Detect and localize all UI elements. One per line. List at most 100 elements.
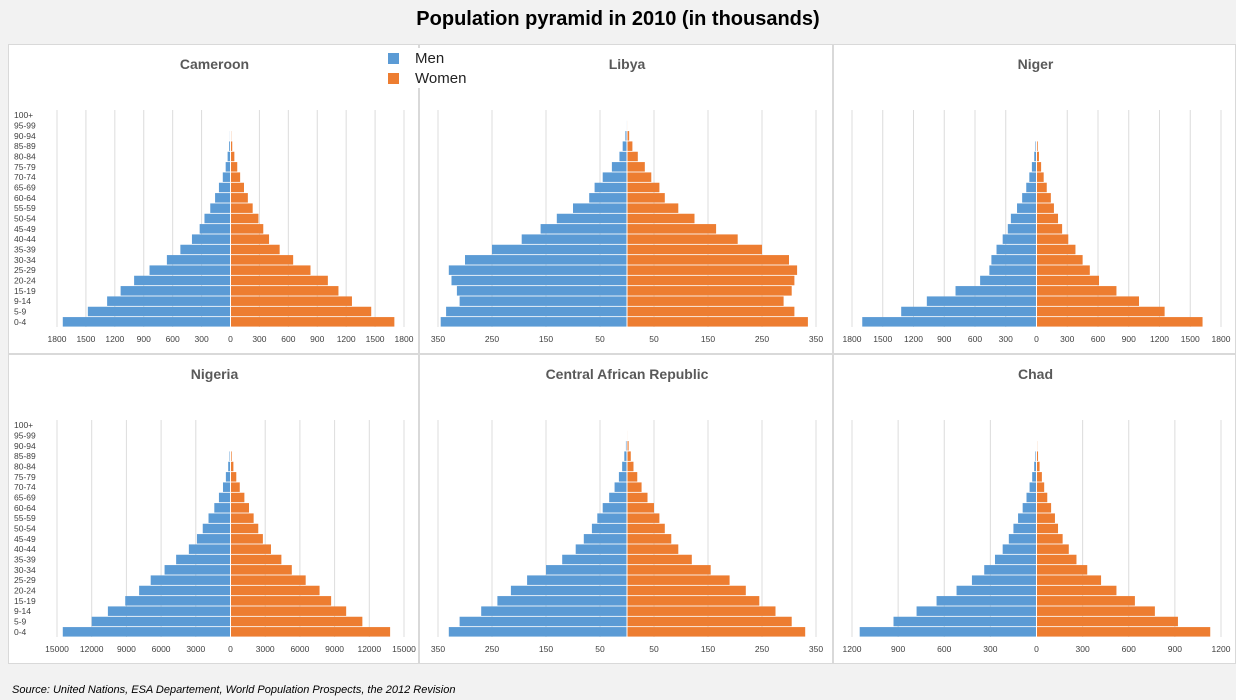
bar-women-40-44 xyxy=(230,234,270,244)
bar-men-0-4 xyxy=(448,627,627,637)
legend-item-women: Women xyxy=(388,68,466,88)
x-tick-label: 1500 xyxy=(873,334,892,344)
bar-men-65-69 xyxy=(1026,182,1037,193)
bar-men-45-49 xyxy=(1007,224,1037,234)
bar-women-50-54 xyxy=(627,523,665,534)
x-tick-label: 1200 xyxy=(904,334,923,344)
bar-women-30-34 xyxy=(230,565,292,575)
bar-men-40-44 xyxy=(1002,234,1037,244)
age-label: 85-89 xyxy=(14,451,36,461)
bar-women-80-84 xyxy=(1036,461,1040,472)
bar-men-9-14 xyxy=(926,296,1037,306)
age-label: 35-39 xyxy=(14,555,36,565)
legend-label-men: Men xyxy=(415,49,445,67)
bar-women-60-64 xyxy=(627,503,654,513)
bar-women-30-34 xyxy=(1036,565,1088,575)
age-label: 100+ xyxy=(14,110,33,120)
age-label: 90-94 xyxy=(14,441,36,451)
bar-women-55-59 xyxy=(1036,513,1055,523)
bar-women-85-89 xyxy=(1036,451,1039,461)
bar-women-5-9 xyxy=(627,616,792,627)
bar-men-75-79 xyxy=(225,472,231,482)
bar-men-40-44 xyxy=(191,234,231,244)
bar-men-0-4 xyxy=(62,317,231,327)
bar-women-60-64 xyxy=(1036,193,1051,203)
x-tick-label: 1200 xyxy=(843,644,862,654)
x-tick-label: 300 xyxy=(999,334,1013,344)
bar-men-35-39 xyxy=(996,244,1037,255)
age-label: 45-49 xyxy=(14,224,36,234)
age-label: 40-44 xyxy=(14,234,36,244)
x-tick-label: 15000 xyxy=(45,644,69,654)
bar-women-90-94 xyxy=(627,441,629,451)
bar-men-40-44 xyxy=(188,544,231,554)
x-tick-label: 50 xyxy=(649,334,659,344)
bar-men-25-29 xyxy=(989,265,1037,275)
x-tick-label: 900 xyxy=(137,334,151,344)
bar-men-35-39 xyxy=(176,554,231,565)
bar-men-20-24 xyxy=(510,585,627,596)
bar-men-75-79 xyxy=(618,472,627,482)
x-tick-label: 900 xyxy=(310,334,324,344)
bar-men-55-59 xyxy=(573,203,627,213)
bar-women-75-79 xyxy=(1036,162,1042,172)
age-label: 50-54 xyxy=(14,524,36,534)
bar-men-85-89 xyxy=(624,451,627,461)
bar-women-65-69 xyxy=(1036,182,1047,193)
source-note: Source: United Nations, ESA Departement,… xyxy=(12,684,456,696)
bar-women-30-34 xyxy=(230,255,294,265)
bar-women-90-94 xyxy=(627,131,630,141)
x-tick-label: 12000 xyxy=(80,644,104,654)
bar-women-55-59 xyxy=(627,513,660,523)
bar-men-15-19 xyxy=(120,286,231,296)
bar-women-45-49 xyxy=(230,224,264,234)
bar-men-45-49 xyxy=(199,224,231,234)
legend-label-women: Women xyxy=(415,69,467,87)
x-tick-label: 600 xyxy=(968,334,982,344)
x-tick-label: 1200 xyxy=(105,334,124,344)
bar-women-70-74 xyxy=(1036,172,1044,182)
bar-women-0-4 xyxy=(1036,317,1203,327)
bar-men-45-49 xyxy=(1008,534,1037,544)
bar-women-35-39 xyxy=(230,244,280,255)
chart-panel-nigeria: Nigeria 0-4 5-9 9-14 15-19 20-24 25-29 30-34 35-… xyxy=(8,354,419,664)
bar-women-9-14 xyxy=(230,606,347,616)
bar-women-70-74 xyxy=(627,172,652,182)
x-tick-label: 300 xyxy=(252,334,266,344)
chart-panel-cameroon: Cameroon 0-4 5-9 9-14 15-19 20-24 25-29 30-34 35… xyxy=(8,44,419,354)
legend-swatch-women xyxy=(388,72,399,84)
bar-men-90-94 xyxy=(625,441,627,451)
bar-men-60-64 xyxy=(602,503,627,513)
bar-men-40-44 xyxy=(575,544,627,554)
bar-women-75-79 xyxy=(230,162,238,172)
bar-women-65-69 xyxy=(1036,492,1048,503)
bar-women-15-19 xyxy=(627,596,760,606)
chart-panel-chad: Chad 1200 900 600 300 0 300 600 900 1200 xyxy=(833,354,1236,664)
bar-women-40-44 xyxy=(230,544,271,554)
bar-women-60-64 xyxy=(230,193,248,203)
x-tick-label: 1800 xyxy=(48,334,67,344)
bar-men-9-14 xyxy=(916,606,1037,616)
bar-women-9-14 xyxy=(627,606,776,616)
x-tick-label: 250 xyxy=(755,644,769,654)
bar-men-35-39 xyxy=(994,554,1037,565)
bar-women-45-49 xyxy=(230,534,263,544)
bar-women-20-24 xyxy=(1036,585,1117,596)
bar-men-5-9 xyxy=(459,616,627,627)
bar-men-20-24 xyxy=(956,585,1037,596)
age-label: 50-54 xyxy=(14,214,36,224)
bar-men-30-34 xyxy=(546,565,627,575)
age-label: 75-79 xyxy=(14,472,36,482)
x-tick-label: 1800 xyxy=(395,334,414,344)
bar-women-35-39 xyxy=(627,244,762,255)
age-label: 100+ xyxy=(14,420,33,430)
bar-women-30-34 xyxy=(1036,255,1083,265)
bar-men-55-59 xyxy=(1017,203,1037,213)
x-tick-label: 900 xyxy=(1122,334,1136,344)
bar-women-40-44 xyxy=(627,544,679,554)
bar-women-80-84 xyxy=(627,151,638,162)
bar-women-70-74 xyxy=(230,172,241,182)
bar-men-60-64 xyxy=(1022,193,1037,203)
x-tick-label: 900 xyxy=(1168,644,1182,654)
bar-women-40-44 xyxy=(627,234,738,244)
